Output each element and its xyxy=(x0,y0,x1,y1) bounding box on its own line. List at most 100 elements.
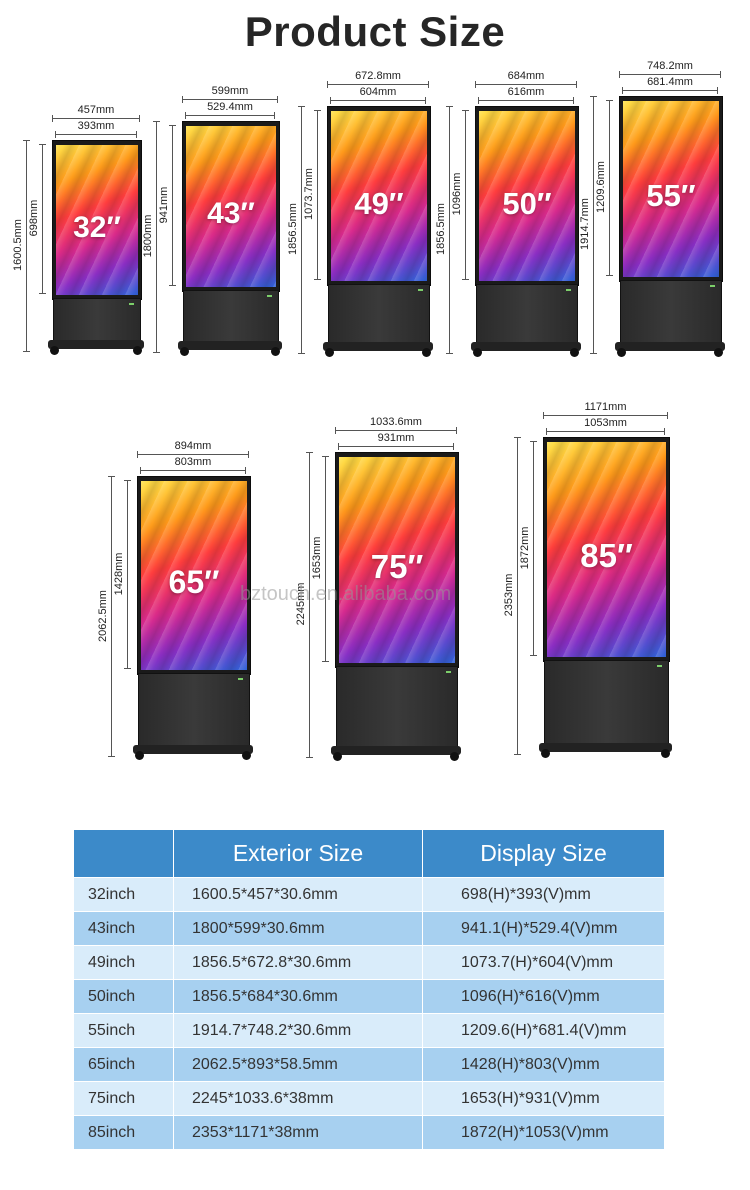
display-height-line xyxy=(169,125,176,286)
display-height-line xyxy=(322,456,329,662)
header-display-size: Display Size xyxy=(422,829,665,878)
total-height-label: 1600.5mm xyxy=(12,219,24,271)
kiosk-stand-body xyxy=(336,666,458,748)
outer-width-line xyxy=(52,115,140,122)
wheel-icon xyxy=(617,348,626,357)
display-height-line xyxy=(530,441,537,656)
kiosk-stand-body xyxy=(544,660,669,745)
total-height-line xyxy=(306,452,313,758)
total-height-line xyxy=(298,106,305,354)
outer-width-line xyxy=(619,71,721,78)
kiosk-size-label: 50″ xyxy=(502,185,552,221)
row-display: 1073.7(H)*604(V)mm xyxy=(422,945,665,980)
total-height-line xyxy=(590,96,597,354)
inner-width-line xyxy=(338,443,454,450)
inner-width-line xyxy=(330,97,426,104)
kiosk-stand-body xyxy=(53,298,141,342)
kiosk-screen: 43″ xyxy=(186,126,276,287)
inner-width-label: 1053mm xyxy=(584,417,627,429)
display-height-line xyxy=(606,100,613,276)
row-display: 1653(H)*931(V)mm xyxy=(422,1081,665,1116)
kiosk-base xyxy=(133,745,253,754)
row-exterior: 1856.5*672.8*30.6mm xyxy=(173,945,423,980)
wheel-icon xyxy=(50,346,59,355)
kiosk-base xyxy=(178,341,282,350)
kiosk-base xyxy=(48,340,144,349)
inner-width-line xyxy=(546,428,665,435)
row-exterior: 1600.5*457*30.6mm xyxy=(173,877,423,912)
table-row: 49inch 1856.5*672.8*30.6mm 1073.7(H)*604… xyxy=(73,945,665,980)
kiosk-bezel: 65″ xyxy=(137,476,251,675)
outer-width-line xyxy=(335,427,457,434)
inner-width-label: 393mm xyxy=(77,120,115,132)
display-height-label: 1073.7mm xyxy=(303,168,315,220)
inner-width-line xyxy=(55,131,137,138)
kiosk-bezel: 43″ xyxy=(182,121,280,292)
inner-width-label: 604mm xyxy=(359,86,397,98)
row-model: 55inch xyxy=(73,1013,174,1048)
kiosk-base xyxy=(323,342,433,351)
display-height-label: 1428mm xyxy=(113,552,125,595)
header-exterior-size: Exterior Size xyxy=(173,829,423,878)
outer-width-line xyxy=(182,96,278,103)
table-row: 65inch 2062.5*893*58.5mm 1428(H)*803(V)m… xyxy=(73,1047,665,1082)
row-display: 941.1(H)*529.4(V)mm xyxy=(422,911,665,946)
outer-width-label: 457mm xyxy=(77,104,115,116)
row-model: 43inch xyxy=(73,911,174,946)
row-display: 1428(H)*803(V)mm xyxy=(422,1047,665,1082)
total-height-line xyxy=(23,140,30,352)
outer-width-label: 894mm xyxy=(174,440,212,452)
kiosk-screen: 65″ xyxy=(141,481,247,670)
kiosk-size-label: 85″ xyxy=(580,536,633,574)
row-model: 65inch xyxy=(73,1047,174,1082)
kiosk-bezel: 75″ xyxy=(335,452,459,668)
kiosk-base xyxy=(539,743,672,752)
kiosk-stand-body xyxy=(328,284,430,344)
inner-width-label: 616mm xyxy=(507,86,545,98)
row-model: 32inch xyxy=(73,877,174,912)
display-height-label: 941mm xyxy=(158,186,170,223)
table-row: 50inch 1856.5*684*30.6mm 1096(H)*616(V)m… xyxy=(73,979,665,1014)
total-height-label: 1856.5mm xyxy=(435,203,447,255)
inner-width-line xyxy=(478,97,574,104)
kiosk-stand-body xyxy=(138,673,250,747)
wheel-icon xyxy=(333,752,342,761)
display-height-line xyxy=(314,110,321,280)
wheel-icon xyxy=(135,751,144,760)
row-display: 1872(H)*1053(V)mm xyxy=(422,1115,665,1150)
outer-width-line xyxy=(327,81,429,88)
display-height-line xyxy=(124,480,131,669)
outer-width-label: 599mm xyxy=(211,85,249,97)
kiosk-size-label: 55″ xyxy=(646,178,696,214)
row-model: 85inch xyxy=(73,1115,174,1150)
outer-width-line xyxy=(137,451,249,458)
kiosk-screen: 55″ xyxy=(623,101,719,277)
kiosk-base xyxy=(615,342,725,351)
wheel-icon xyxy=(450,752,459,761)
outer-width-label: 672.8mm xyxy=(355,70,401,82)
row-model: 49inch xyxy=(73,945,174,980)
display-height-line xyxy=(39,144,46,294)
row-display: 1209.6(H)*681.4(V)mm xyxy=(422,1013,665,1048)
total-height-label: 1914.7mm xyxy=(579,198,591,250)
kiosk-bezel: 49″ xyxy=(327,106,431,286)
kiosk-screen: 32″ xyxy=(56,145,138,295)
kiosk-screen: 75″ xyxy=(339,457,455,663)
spec-table-header: Exterior Size Display Size xyxy=(73,829,665,878)
wheel-icon xyxy=(541,749,550,758)
kiosk-size-label: 32″ xyxy=(73,211,121,244)
display-height-label: 1872mm xyxy=(519,526,531,569)
spec-table: Exterior Size Display Size 32inch 1600.5… xyxy=(73,829,665,1150)
kiosk-bezel: 32″ xyxy=(52,140,142,300)
outer-width-line xyxy=(543,412,668,419)
kiosk-stand-body xyxy=(476,284,578,344)
kiosk-screen: 50″ xyxy=(479,111,575,281)
page-title: Product Size xyxy=(244,8,506,55)
row-display: 1096(H)*616(V)mm xyxy=(422,979,665,1014)
display-height-label: 698mm xyxy=(28,199,40,237)
wheel-icon xyxy=(473,348,482,357)
row-exterior: 1914.7*748.2*30.6mm xyxy=(173,1013,423,1048)
total-height-line xyxy=(108,476,115,757)
inner-width-label: 681.4mm xyxy=(647,76,693,88)
total-height-label: 1800mm xyxy=(142,214,154,258)
